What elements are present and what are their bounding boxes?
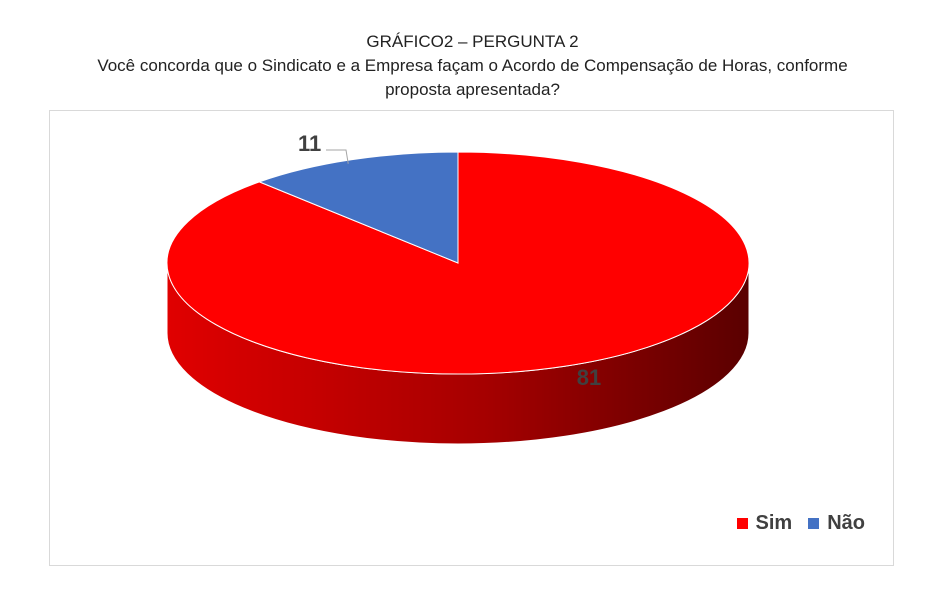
data-label-nao: 11 [298, 131, 321, 156]
pie-slice-nao [257, 151, 459, 264]
chart-subtitle-line-1: Você concorda que o Sindicato e a Empres… [97, 56, 848, 75]
pie-top-group [166, 151, 750, 375]
pie-chart: 81 11 [166, 131, 750, 445]
leader-line-nao [326, 149, 349, 164]
legend-item-nao: Não [808, 512, 865, 535]
pie-labels-group: 81 11 [298, 131, 601, 390]
legend: Sim Não [721, 512, 865, 535]
chart-area: 81 11 Sim Não [49, 110, 894, 566]
legend-swatch-nao [808, 518, 820, 529]
legend-label-nao: Não [827, 512, 865, 534]
data-label-sim: 81 [577, 365, 601, 390]
legend-item-sim: Sim [736, 512, 793, 535]
legend-label-sim: Sim [755, 512, 793, 534]
chart-subtitle-line-2: proposta apresentada? [385, 80, 560, 99]
chart-title: GRÁFICO2 – PERGUNTA 2 [366, 32, 579, 51]
legend-swatch-sim [736, 518, 748, 529]
